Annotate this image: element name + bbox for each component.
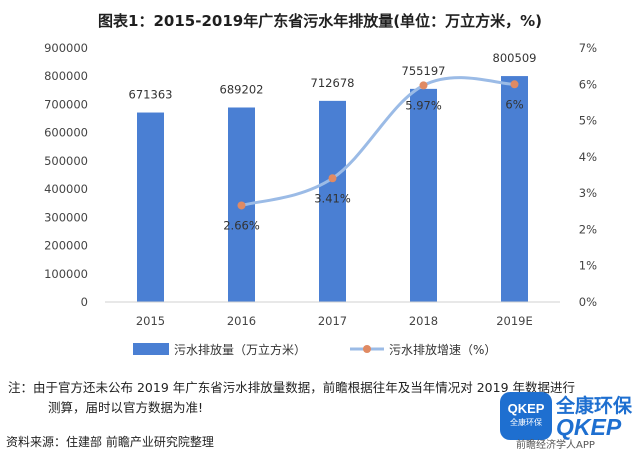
left-y-tick-label: 800000 (44, 69, 88, 83)
x-tick-label: 2019E (496, 314, 533, 328)
left-y-tick-label: 900000 (44, 41, 88, 55)
chart-title: 图表1：2015-2019年广东省污水年排放量(单位：万立方米，%) (98, 12, 542, 30)
bar-value-labels: 671363 689202 712678 755197 800509 (129, 51, 537, 101)
brand-logo: QKEP 全康环保 全康环保 QKEP 前瞻经济学人APP (500, 388, 636, 454)
bar-value-label: 755197 (402, 64, 446, 78)
legend-bar-swatch (133, 343, 169, 355)
right-y-tick-label: 1% (579, 259, 597, 273)
right-y-tick-label: 0% (579, 295, 597, 309)
x-tick-label: 2015 (136, 314, 165, 328)
left-y-tick-label: 400000 (44, 182, 88, 196)
bar-series (137, 76, 528, 303)
logo-mark-text: QKEP (507, 401, 545, 416)
right-y-axis: 0% 1% 2% 3% 4% 5% 6% 7% (579, 41, 597, 309)
left-y-tick-label: 700000 (44, 97, 88, 111)
left-y-tick-label: 600000 (44, 126, 88, 140)
growth-point (237, 201, 246, 210)
legend: 污水排放量（万立方米） 污水排放增速（%） (133, 342, 496, 357)
bar-value-label: 671363 (129, 88, 173, 102)
bar (501, 76, 528, 302)
logo-mark-subtext: 全康环保 (510, 418, 542, 427)
source-text: 资料来源：住建部 前瞻产业研究院整理 (6, 435, 214, 449)
bar (410, 88, 437, 302)
left-y-tick-label: 500000 (44, 154, 88, 168)
growth-point (419, 81, 428, 90)
bar (319, 100, 346, 303)
growth-point (510, 80, 519, 89)
footnote-line-2: 测算，届时以官方数据为准! (48, 400, 204, 415)
x-tick-label: 2018 (409, 314, 438, 328)
left-y-tick-label: 300000 (44, 210, 88, 224)
x-tick-label: 2016 (227, 314, 256, 328)
right-y-tick-label: 2% (579, 222, 597, 236)
logo-mark: QKEP 全康环保 (500, 392, 552, 440)
bar-value-label: 800509 (493, 51, 537, 65)
right-y-tick-label: 3% (579, 186, 597, 200)
legend-line-label: 污水排放增速（%） (389, 342, 496, 357)
logo-text-en: QKEP (556, 414, 622, 440)
logo-subtitle: 前瞻经济学人APP (516, 440, 595, 451)
combo-chart: 0 100000 200000 300000 400000 500000 600000 700… (44, 41, 597, 357)
legend-bar-label: 污水排放量（万立方米） (174, 342, 306, 357)
x-tick-label: 2017 (318, 314, 347, 328)
bar (137, 112, 164, 302)
growth-label: 2.66% (223, 218, 260, 232)
left-y-tick-label: 200000 (44, 239, 88, 253)
growth-label: 6% (505, 97, 523, 111)
left-y-tick-label: 100000 (44, 267, 88, 281)
right-y-tick-label: 7% (579, 41, 597, 55)
bar-value-label: 712678 (311, 76, 355, 90)
x-axis-ticks: 2015 2016 2017 2018 2019E (105, 301, 560, 328)
line-series: 2.66% 3.41% 5.97% 6% (223, 76, 524, 232)
legend-line-marker (363, 345, 371, 353)
logo-text-cn: 全康环保 (556, 395, 633, 417)
right-y-tick-label: 4% (579, 150, 597, 164)
bar-value-label: 689202 (220, 82, 264, 96)
left-y-tick-label: 0 (81, 295, 88, 309)
footnote: 注：由于官方还未公布 2019 年广东省污水排放量数据，前瞻根据往年及当年情况对… (8, 378, 640, 418)
growth-label: 5.97% (405, 98, 442, 112)
growth-label: 3.41% (314, 191, 351, 205)
right-y-tick-label: 5% (579, 114, 597, 128)
growth-line (241, 76, 515, 207)
growth-point (328, 174, 337, 183)
right-y-tick-label: 6% (579, 77, 597, 91)
footnote-line-1: 注：由于官方还未公布 2019 年广东省污水排放量数据，前瞻根据往年及当年情况对… (8, 380, 576, 395)
left-y-axis: 0 100000 200000 300000 400000 500000 600000 700… (44, 41, 88, 309)
